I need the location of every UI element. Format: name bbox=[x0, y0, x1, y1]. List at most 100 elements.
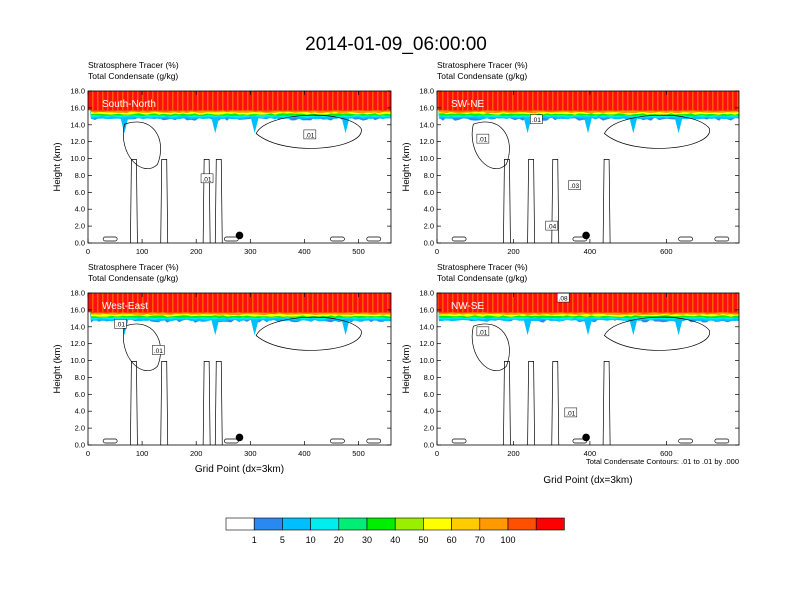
tracer-intrusion bbox=[523, 117, 532, 134]
colorbar-label: 20 bbox=[334, 535, 344, 545]
contour-label-box bbox=[200, 173, 214, 184]
contour-line bbox=[471, 323, 510, 372]
y-tick-label: 12.0 bbox=[70, 339, 85, 348]
plot-frame bbox=[87, 90, 392, 244]
x-tick-label: 100 bbox=[136, 449, 149, 458]
x-tick-label: 0 bbox=[435, 247, 439, 256]
tracer-intrusion bbox=[341, 319, 350, 336]
contour-line bbox=[130, 159, 138, 244]
colorbar-swatch bbox=[366, 517, 396, 531]
y-tick-label: 10.0 bbox=[70, 356, 85, 365]
y-tick-label: 0.0 bbox=[424, 441, 434, 450]
colorbar-label: 5 bbox=[280, 535, 285, 545]
contour-line bbox=[678, 236, 693, 242]
tracer-band-max bbox=[437, 91, 739, 111]
panel-title-line2: Total Condensate (g/kg) bbox=[437, 273, 527, 283]
tracer-band-max bbox=[88, 91, 391, 111]
contour-line bbox=[202, 159, 211, 244]
contour-line bbox=[366, 438, 382, 444]
contour-line bbox=[527, 361, 535, 446]
contour-label-box bbox=[530, 114, 543, 124]
tracer-intrusion bbox=[211, 319, 220, 336]
tracer-intrusion bbox=[629, 319, 638, 336]
x-tick-label: 400 bbox=[298, 247, 311, 256]
colorbar-swatch bbox=[394, 517, 424, 531]
colorbar-label: 60 bbox=[447, 535, 457, 545]
colorbar-label: 10 bbox=[306, 535, 316, 545]
x-tick-label: 500 bbox=[352, 247, 365, 256]
tracer-intrusion bbox=[629, 117, 638, 134]
y-tick-label: 10.0 bbox=[419, 356, 434, 365]
colorbar-label: 50 bbox=[418, 535, 428, 545]
plot-frame bbox=[436, 292, 740, 446]
x-tick-label: 300 bbox=[244, 247, 257, 256]
tracer-intrusion bbox=[674, 319, 683, 336]
contour-label: .01 bbox=[305, 132, 314, 139]
contour-line bbox=[123, 323, 161, 372]
contour-footnote: Total Condensate Contours: .01 to .01 by… bbox=[586, 457, 739, 466]
contour-line bbox=[602, 361, 611, 446]
plot-frame bbox=[87, 292, 392, 446]
y-tick-label: 8.0 bbox=[75, 171, 85, 180]
y-tick-label: 18.0 bbox=[70, 87, 85, 96]
x-tick-label: 600 bbox=[660, 247, 673, 256]
contour-line bbox=[451, 236, 467, 242]
contour-line bbox=[604, 316, 710, 351]
contour-label: .01 bbox=[478, 329, 487, 336]
contour-line bbox=[551, 361, 560, 446]
panel-title-line1: Stratosphere Tracer (%) bbox=[437, 60, 528, 70]
y-tick-label: 4.0 bbox=[75, 205, 85, 214]
colorbar-label: 1 bbox=[252, 535, 257, 545]
colorbar-swatch bbox=[451, 517, 481, 531]
y-tick-label: 2.0 bbox=[75, 222, 85, 231]
y-tick-label: 2.0 bbox=[424, 424, 434, 433]
panel-west-east: Stratosphere Tracer (%)Total Condensate … bbox=[52, 262, 392, 475]
colorbar-swatch bbox=[253, 517, 283, 531]
condensate-contours bbox=[102, 114, 382, 244]
x-tick-label: 600 bbox=[660, 449, 673, 458]
x-tick-label: 200 bbox=[190, 247, 203, 256]
y-tick-label: 10.0 bbox=[419, 154, 434, 163]
y-tick-label: 16.0 bbox=[419, 103, 434, 112]
y-tick-label: 8.0 bbox=[424, 373, 434, 382]
panel-label: SW-NE bbox=[451, 99, 484, 110]
contour-line bbox=[102, 438, 118, 444]
contour-label-box bbox=[152, 345, 165, 355]
condensate-contours bbox=[102, 316, 382, 446]
y-tick-label: 0.0 bbox=[75, 239, 85, 248]
x-tick-label: 400 bbox=[298, 449, 311, 458]
contour-line bbox=[160, 159, 169, 244]
y-tick-label: 2.0 bbox=[424, 222, 434, 231]
contour-label-box bbox=[114, 318, 127, 329]
contour-label: .04 bbox=[547, 224, 556, 231]
y-tick-label: 2.0 bbox=[75, 424, 85, 433]
y-tick-label: 16.0 bbox=[70, 103, 85, 112]
y-tick-label: 14.0 bbox=[419, 120, 434, 129]
contour-line bbox=[255, 316, 362, 351]
contour-line bbox=[130, 361, 138, 446]
y-tick-label: 8.0 bbox=[75, 373, 85, 382]
x-tick-label: 200 bbox=[190, 449, 203, 458]
y-tick-label: 18.0 bbox=[419, 289, 434, 298]
contour-label: .01 bbox=[478, 137, 487, 144]
contour-label-box bbox=[476, 133, 490, 144]
tracer-intrusion bbox=[584, 117, 592, 134]
colorbar-label: 40 bbox=[390, 535, 400, 545]
colorbar-swatch bbox=[423, 517, 452, 531]
y-tick-label: 18.0 bbox=[419, 87, 434, 96]
tracer-band-max bbox=[437, 293, 739, 313]
figure-title: 2014-01-09_06:00:00 bbox=[305, 34, 487, 55]
tracer-intrusion bbox=[250, 117, 259, 134]
contour-line bbox=[503, 159, 511, 244]
contour-label-box bbox=[476, 326, 490, 337]
y-tick-label: 10.0 bbox=[70, 154, 85, 163]
colorbar: 1 5 10 20 30 40 50 60 70 100 bbox=[225, 517, 565, 545]
contour-line bbox=[604, 114, 710, 149]
panel-title-line1: Stratosphere Tracer (%) bbox=[88, 262, 179, 272]
x-tick-label: 200 bbox=[507, 247, 520, 256]
panel-title-line2: Total Condensate (g/kg) bbox=[437, 71, 527, 81]
panel-title-line1: Stratosphere Tracer (%) bbox=[437, 262, 528, 272]
x-tick-label: 400 bbox=[584, 449, 597, 458]
contour-label: .03 bbox=[570, 183, 579, 190]
contour-line bbox=[551, 159, 560, 244]
